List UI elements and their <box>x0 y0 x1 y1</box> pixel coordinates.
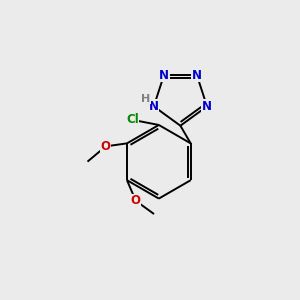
Text: H: H <box>141 94 150 104</box>
Text: N: N <box>192 69 202 82</box>
Text: N: N <box>159 69 169 82</box>
Text: N: N <box>202 100 212 113</box>
Text: N: N <box>149 100 159 113</box>
Text: O: O <box>131 194 141 207</box>
Text: O: O <box>101 140 111 153</box>
Text: Cl: Cl <box>126 113 139 126</box>
